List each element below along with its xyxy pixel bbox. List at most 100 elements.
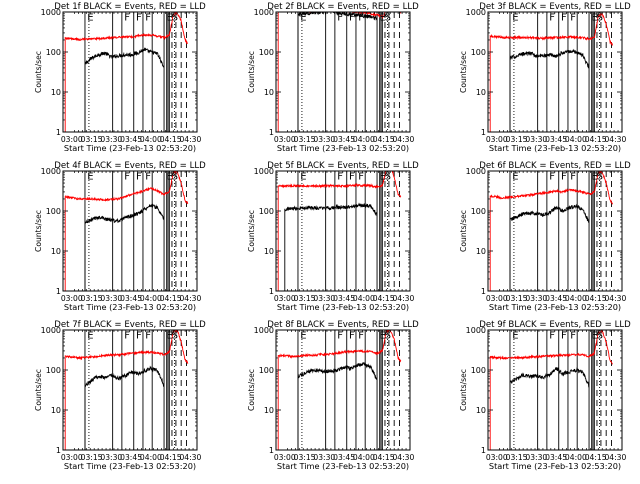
panel-title: Det 2f BLACK = Events, RED = LLD (267, 2, 419, 12)
lld-series-line (277, 12, 402, 132)
region-label: F (549, 172, 555, 183)
y-tick-label: 1 (269, 128, 274, 137)
y-tick-label: 1 (56, 287, 61, 296)
x-tick-label: 04:30 (392, 294, 414, 303)
y-axis-label: Counts/sec (34, 369, 43, 411)
plot-frame (62, 11, 198, 133)
y-axis-label: Counts/sec (247, 369, 256, 411)
x-tick-label: 03:00 (486, 294, 508, 303)
region-label: E (591, 331, 597, 342)
plot-frame (487, 170, 623, 292)
panel-title: Det 3f BLACK = Events, RED = LLD (479, 2, 631, 12)
events-series-line (284, 202, 378, 291)
plot-area (64, 330, 189, 450)
lld-series-line (64, 171, 189, 291)
x-tick-label: 04:00 (565, 453, 587, 462)
x-tick-label: 04:15 (585, 453, 607, 462)
x-tick-label: 04:30 (179, 453, 201, 462)
x-tick-label: 03:45 (545, 135, 567, 144)
y-tick-label: 10 (51, 88, 61, 97)
region-label: F (570, 13, 576, 24)
y-tick-label: 100 (471, 207, 486, 216)
x-tick-label: 03:30 (525, 294, 547, 303)
events-series-line (84, 365, 165, 450)
x-tick-label: 04:15 (373, 135, 395, 144)
panel-title: Det 5f BLACK = Events, RED = LLD (267, 161, 419, 171)
region-label: S (597, 172, 603, 183)
x-axis-label: Start Time (23-Feb-13 02:53:20) (64, 461, 196, 471)
region-label: S (385, 13, 391, 24)
x-tick-label: 03:00 (274, 294, 296, 303)
lld-series-line (277, 171, 402, 291)
y-tick-label: 1 (481, 287, 486, 296)
x-tick-label: 03:00 (486, 453, 508, 462)
region-label: E (512, 13, 518, 24)
x-tick-label: 03:30 (100, 135, 122, 144)
x-tick-label: 03:45 (120, 453, 142, 462)
y-axis-label: Counts/sec (459, 210, 468, 252)
region-label: F (570, 172, 576, 183)
y-tick-label: 10 (51, 406, 61, 415)
region-label: F (561, 13, 567, 24)
y-axis-label: Counts/sec (247, 210, 256, 252)
x-tick-label: 03:45 (333, 294, 355, 303)
plot-area (64, 171, 189, 291)
x-tick-label: 04:30 (604, 294, 626, 303)
x-tick-label: 03:15 (506, 294, 528, 303)
x-tick-label: 03:15 (294, 135, 316, 144)
panel-title: Det 6f BLACK = Events, RED = LLD (479, 161, 631, 171)
events-series-line (509, 203, 590, 291)
x-tick-label: 03:30 (100, 294, 122, 303)
x-axis-label: Start Time (23-Feb-13 02:53:20) (64, 302, 196, 312)
y-tick-label: 10 (264, 88, 274, 97)
x-tick-label: 04:00 (353, 453, 375, 462)
x-tick-label: 03:15 (294, 453, 316, 462)
x-tick-label: 03:45 (545, 453, 567, 462)
y-tick-label: 1000 (254, 167, 274, 176)
plot-frame (275, 170, 411, 292)
y-tick-label: 1 (269, 287, 274, 296)
lld-series-line (277, 330, 402, 450)
x-axis-label: Start Time (23-Feb-13 02:53:20) (489, 302, 621, 312)
x-tick-label: 04:30 (604, 453, 626, 462)
x-tick-label: 03:30 (313, 294, 335, 303)
region-label: E (166, 331, 172, 342)
x-axis-label: Start Time (23-Feb-13 02:53:20) (64, 143, 196, 153)
region-label: F (145, 13, 151, 24)
region-label: E (300, 172, 306, 183)
x-tick-label: 04:00 (565, 294, 587, 303)
plot-frame (62, 170, 198, 292)
x-tick-label: 03:30 (525, 135, 547, 144)
y-tick-label: 100 (259, 366, 274, 375)
x-tick-label: 04:30 (392, 135, 414, 144)
region-label: S (172, 331, 178, 342)
x-tick-label: 04:15 (373, 294, 395, 303)
lld-series-line (489, 171, 614, 291)
x-tick-label: 03:15 (506, 135, 528, 144)
x-tick-label: 03:00 (274, 453, 296, 462)
x-tick-label: 03:30 (100, 453, 122, 462)
events-series-line (509, 48, 590, 132)
x-tick-label: 03:00 (486, 135, 508, 144)
region-label: F (136, 331, 142, 342)
y-tick-label: 1 (269, 446, 274, 455)
x-tick-label: 04:15 (585, 294, 607, 303)
x-tick-label: 03:15 (506, 453, 528, 462)
region-label: F (145, 172, 151, 183)
x-tick-label: 04:30 (179, 294, 201, 303)
x-tick-label: 03:00 (274, 135, 296, 144)
y-tick-label: 1000 (254, 8, 274, 17)
events-series-line (84, 203, 165, 291)
region-label: E (87, 13, 93, 24)
region-label: E (87, 172, 93, 183)
region-label: F (561, 172, 567, 183)
x-axis-label: Start Time (23-Feb-13 02:53:20) (277, 302, 409, 312)
y-tick-label: 1000 (466, 8, 486, 17)
region-label: E (591, 13, 597, 24)
